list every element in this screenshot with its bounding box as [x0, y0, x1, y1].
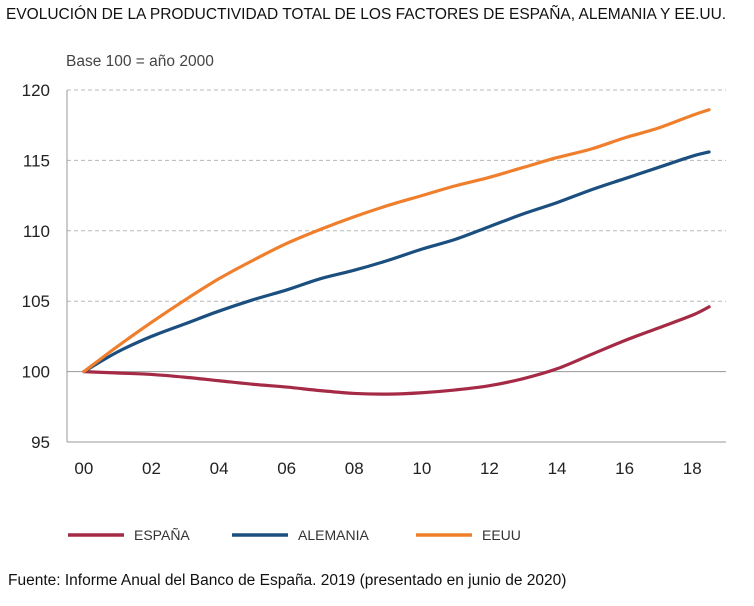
y-tick-label: 105: [22, 292, 50, 311]
series-lines: [82, 108, 711, 396]
series-line-eeuu: [82, 108, 711, 374]
legend-label-alemania: ALEMANIA: [298, 527, 369, 543]
x-tick-labels: 00 02 04 06 08 10 12 14 16 18: [74, 459, 701, 478]
x-tick-label: 06: [277, 459, 296, 478]
x-tick-label: 00: [74, 459, 93, 478]
legend-label-eeuu: EEUU: [482, 527, 521, 543]
x-tick-label: 10: [412, 459, 431, 478]
source-note: Fuente: Informe Anual del Banco de Españ…: [8, 572, 567, 589]
legend-label-españa: ESPAÑA: [134, 527, 190, 543]
x-tick-label: 02: [142, 459, 161, 478]
x-tick-label: 08: [345, 459, 364, 478]
y-tick-label: 95: [31, 433, 50, 452]
axes: [66, 90, 726, 443]
x-tick-label: 18: [683, 459, 702, 478]
y-tick-label: 115: [23, 151, 50, 170]
gridlines: [67, 89, 726, 373]
chart-subtitle: Base 100 = año 2000: [66, 53, 214, 70]
x-tick-label: 04: [210, 459, 229, 478]
y-tick-label: 120: [22, 81, 50, 100]
y-tick-labels: 95 100 105 110 115 120: [22, 81, 50, 452]
legend: ESPAÑA ALEMANIA EEUU: [68, 527, 521, 543]
y-tick-label: 110: [23, 222, 50, 241]
x-tick-label: 16: [615, 459, 634, 478]
x-tick-label: 14: [548, 459, 567, 478]
page-title: EVOLUCIÓN DE LA PRODUCTIVIDAD TOTAL DE L…: [6, 6, 727, 23]
series-line-españa: [82, 305, 711, 396]
series-line-alemania: [82, 150, 711, 374]
x-tick-label: 12: [480, 459, 499, 478]
y-tick-label: 100: [22, 363, 50, 382]
